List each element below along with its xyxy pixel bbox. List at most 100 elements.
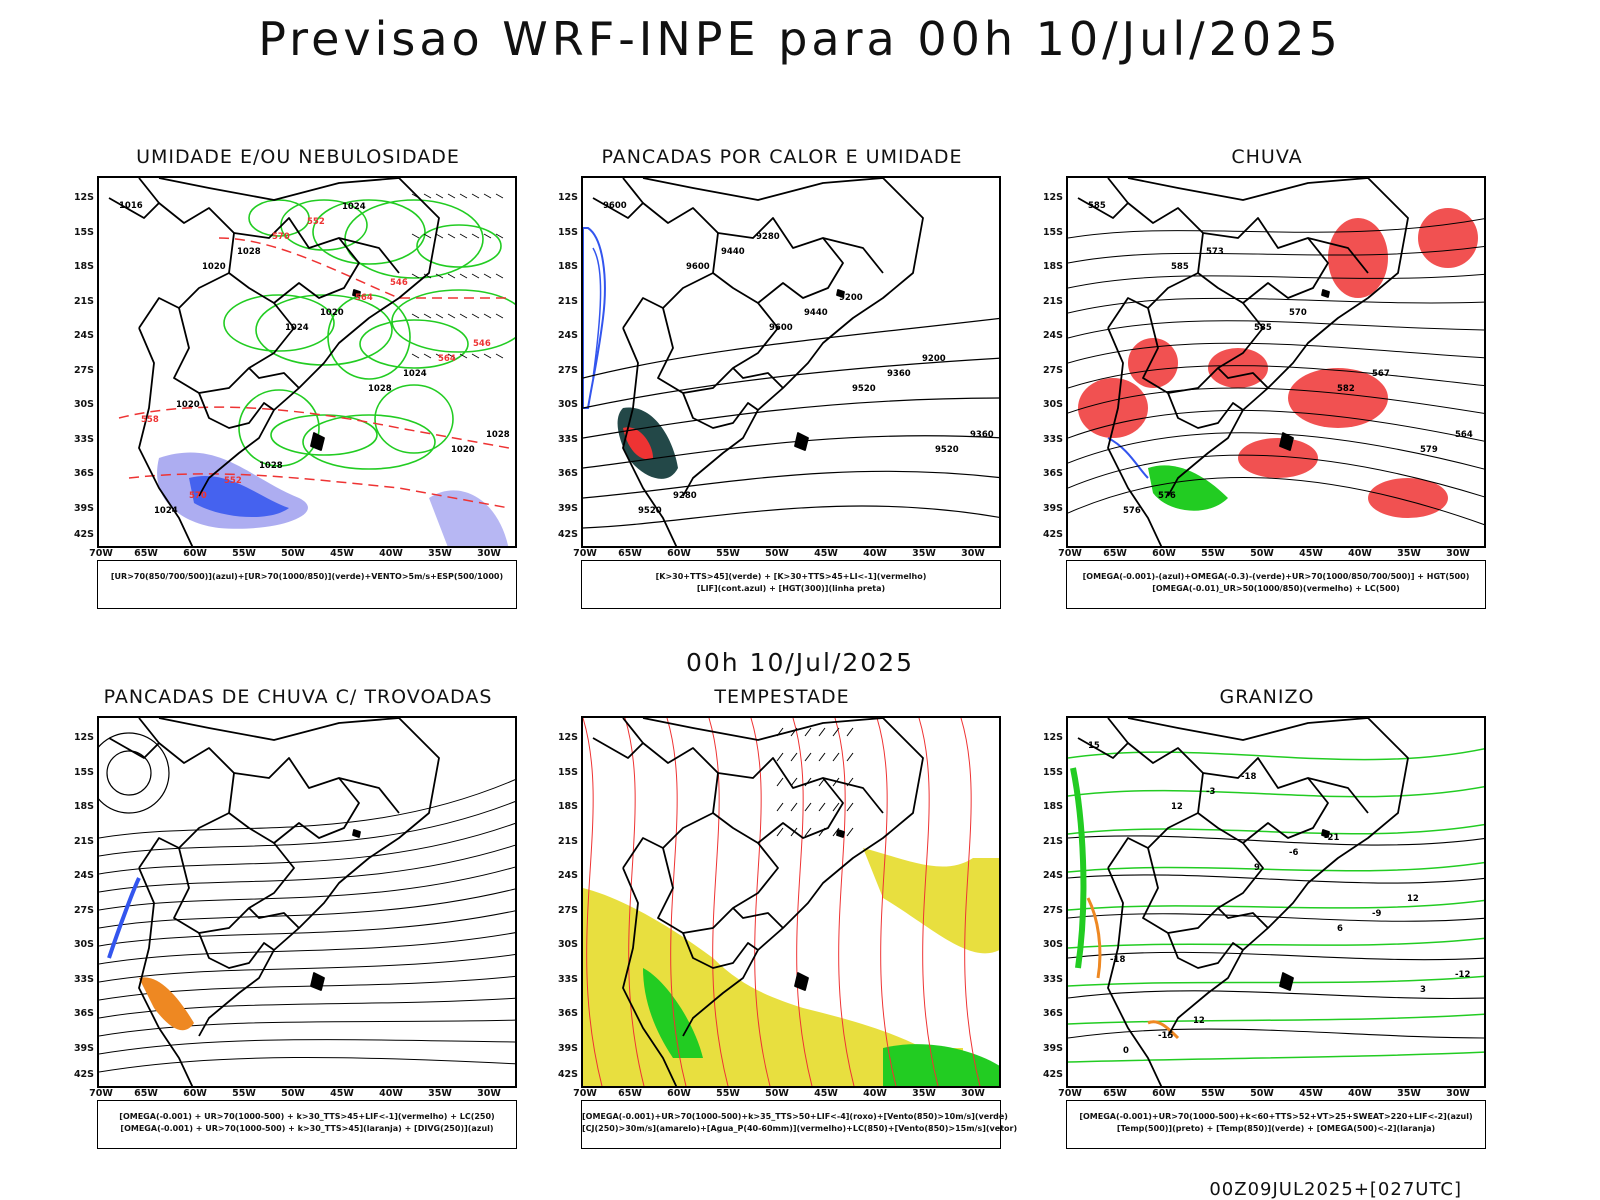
lon-tick-label: 40W [379, 548, 403, 559]
humidity-contour [416, 224, 502, 268]
contour-label: -21 [1324, 833, 1339, 843]
lat-tick-label: 39S [1042, 502, 1063, 514]
lon-tick-label: 45W [814, 548, 838, 559]
contour-label: 573 [1206, 247, 1224, 257]
state-border [228, 757, 360, 844]
wind-vector [459, 353, 468, 359]
lon-tick-label: 65W [618, 548, 642, 559]
lat-tick-label: 33S [73, 433, 94, 445]
temp-500-contour [1068, 990, 1484, 1000]
legend-line: [OMEGA(-0.01)_UR>50(1000/850)(vermelho) … [1152, 584, 1400, 593]
state-border [622, 327, 678, 546]
wind-vector [459, 273, 468, 279]
humidity-contour [223, 294, 335, 352]
lon-tick-label: 35W [912, 1088, 936, 1099]
lon-tick-label: 45W [330, 548, 354, 559]
legend-box: [OMEGA(-0.001)+UR>70(1000-500)+k<60+TTS>… [1066, 1100, 1486, 1149]
lat-tick-label: 21S [557, 835, 578, 847]
lon-tick-label: 35W [428, 1088, 452, 1099]
state-border [1217, 367, 1269, 389]
temp-850-contour [1068, 748, 1484, 761]
contour-label: 12 [1171, 802, 1183, 812]
lon-tick-label: 55W [1201, 548, 1225, 559]
lat-tick-label: 18S [73, 801, 94, 812]
wind-vector [471, 313, 480, 319]
lon-tick-label: 65W [618, 1088, 642, 1099]
wind-vector [447, 353, 456, 359]
wind-vector [776, 827, 784, 837]
streamline-850 [583, 718, 603, 1086]
wind-vector [790, 752, 798, 762]
temp-500-contour [1068, 874, 1484, 884]
state-border [1107, 327, 1163, 546]
lat-tick-label: 12S [557, 192, 578, 203]
contour-label: 9200 [922, 354, 946, 364]
lon-tick-label: 60W [1152, 548, 1176, 559]
lon-tick-label: 60W [1152, 1088, 1176, 1099]
legend-line: [OMEGA(-0.001) + UR>70(1000-500) + k>30_… [120, 1124, 494, 1133]
wind-vector [776, 777, 784, 787]
contour-label: -18 [1110, 955, 1125, 965]
streamline [1068, 297, 1484, 314]
contour-label: 9600 [603, 201, 627, 211]
streamline [1068, 454, 1484, 498]
lon-tick-label: 40W [863, 1088, 887, 1099]
contour-label: 9 [1254, 863, 1260, 873]
state-border [822, 777, 884, 814]
map-svg: 9600 9600 9600 9520 9520 9520 9440 9440 9360 9360… [583, 178, 999, 546]
streamline [99, 822, 515, 875]
contour-label: 585 [1254, 323, 1272, 333]
lat-tick-label: 24S [73, 330, 94, 341]
state-border [173, 842, 295, 934]
state-border [1142, 842, 1264, 934]
state-border [1307, 237, 1369, 274]
temp-850-contour [1068, 975, 1484, 987]
wind-vector [471, 353, 480, 359]
wind-vector [832, 727, 840, 737]
lat-tick-label: 36S [73, 468, 94, 479]
contour-label: 546 [390, 278, 408, 288]
contour-label: 1020 [176, 400, 200, 410]
wind-vector [483, 353, 492, 359]
streamline [1068, 365, 1484, 389]
wind-vector [423, 313, 432, 319]
wind-vector [495, 233, 504, 239]
legend-line: [UR>70(850/700/500)](azul)+[UR>70(1000/8… [110, 572, 504, 581]
contour-label: 567 [1372, 369, 1390, 379]
panel-title: PANCADAS DE CHUVA C/ TROVOADAS [103, 686, 493, 708]
map-area [97, 716, 517, 1088]
lat-tick-label: 36S [73, 1008, 94, 1019]
contour-label: -18 [1241, 772, 1256, 782]
lon-tick-label: 40W [1348, 1088, 1372, 1099]
wind-850-area [883, 1044, 999, 1086]
contour-label: 1024 [342, 202, 366, 212]
map-svg: 1016 1020 1024 1028 1020 1024 1028 1020 1024 1028… [108, 178, 515, 546]
lake [352, 829, 361, 838]
lon-tick-label: 55W [1201, 1088, 1225, 1099]
map-svg [99, 718, 515, 1086]
wind-vector [846, 752, 854, 762]
temp-850-dense [1070, 767, 1087, 969]
lon-tick-label: 40W [379, 1088, 403, 1099]
lat-tick-label: 42S [73, 1069, 94, 1080]
legend-box: [UR>70(850/700/500)](azul)+[UR>70(1000/8… [97, 560, 517, 609]
lat-tick-label: 36S [557, 1008, 578, 1019]
lat-tick-label: 27S [73, 904, 94, 916]
panel-title: UMIDADE E/OU NEBULOSIDADE [136, 146, 460, 168]
wind-vector [471, 193, 480, 199]
state-border [732, 367, 784, 389]
map-area: 15 12 9 6 3 0 -3 -6 -9 -12 -15 -18 -21 12 -18 12 [1066, 716, 1486, 1088]
contour-label: 9280 [673, 491, 697, 501]
wind-vector [832, 752, 840, 762]
lat-tick-label: 21S [1042, 295, 1063, 307]
lat-tick-label: 30S [1042, 399, 1063, 410]
lat-tick-label: 15S [73, 766, 94, 778]
contour-label: 9600 [769, 323, 793, 333]
wind-vector [435, 233, 444, 239]
main-title: Previsao WRF-INPE para 00h 10/Jul/2025 [258, 12, 1342, 66]
contour-label: 564 [438, 354, 456, 364]
lon-tick-label: 50W [765, 1088, 789, 1099]
wind-vector [447, 273, 456, 279]
temp-850-contour [1068, 861, 1484, 873]
contour-label: 564 [355, 293, 373, 303]
